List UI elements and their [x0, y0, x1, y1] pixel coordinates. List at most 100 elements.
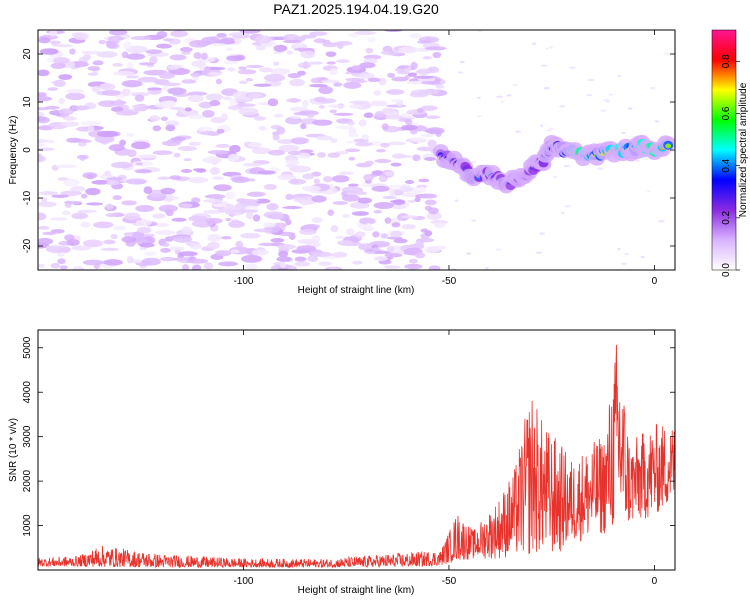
- heatmap-cell: [87, 125, 95, 132]
- heatmap-cell: [372, 231, 380, 238]
- heatmap-cell: [382, 195, 397, 200]
- heatmap-cell: [418, 193, 438, 199]
- heatmap-cell: [70, 185, 86, 192]
- heatmap-cell: [338, 171, 354, 176]
- heatmap-cell: [553, 175, 558, 179]
- heatmap-cell: [279, 262, 287, 269]
- heatmap-cell: [374, 250, 392, 254]
- heatmap-cell: [38, 201, 57, 208]
- heatmap-cell: [540, 64, 547, 67]
- heatmap-cell: [549, 127, 554, 130]
- heatmap-cell: [137, 76, 159, 83]
- heatmap-cell: [568, 66, 576, 69]
- heatmap-cell: [424, 205, 432, 211]
- heatmap-cell: [160, 187, 176, 195]
- heatmap-cell: [427, 139, 437, 148]
- heatmap-cell: [282, 34, 301, 42]
- heatmap-cell: [225, 217, 232, 222]
- heatmap-cell: [160, 116, 168, 122]
- heatmap-cell: [285, 218, 292, 226]
- heatmap-cell: [273, 44, 288, 52]
- x-tick-label: -50: [442, 576, 457, 587]
- heatmap-cell: [66, 88, 84, 94]
- heatmap-cell: [202, 109, 215, 118]
- heatmap-cell: [156, 31, 168, 39]
- heatmap-cell: [110, 106, 124, 112]
- heatmap-cell: [268, 149, 285, 156]
- heatmap-cell: [364, 160, 375, 165]
- heatmap-cell: [624, 252, 630, 256]
- heatmap-cell: [294, 261, 311, 267]
- heatmap-cell: [327, 152, 341, 158]
- heatmap-cell: [348, 133, 360, 138]
- heatmap-cell: [665, 143, 672, 149]
- heatmap-cell: [563, 164, 571, 168]
- heatmap-cell: [232, 91, 253, 99]
- heatmap-cell: [99, 83, 112, 89]
- heatmap-cell: [435, 84, 445, 89]
- heatmap-cell: [62, 116, 78, 121]
- heatmap-cell: [290, 115, 301, 119]
- heatmap-cell: [106, 177, 124, 181]
- heatmap-cell: [253, 228, 273, 233]
- figure-title: PAZ1.2025.194.04.19.G20: [273, 1, 439, 17]
- heatmap-cell: [41, 197, 48, 203]
- heatmap-cell: [302, 185, 322, 192]
- heatmap-cell: [263, 184, 277, 191]
- heatmap-cell: [63, 178, 80, 187]
- heatmap-cell: [162, 85, 170, 92]
- heatmap-cell: [162, 100, 177, 107]
- heatmap-cell: [87, 72, 98, 76]
- heatmap-cell: [97, 130, 118, 138]
- heatmap-cell: [342, 213, 350, 218]
- heatmap-cell: [375, 148, 386, 153]
- heatmap-cell: [80, 221, 91, 228]
- heatmap-cell: [388, 188, 395, 197]
- x-tick-label: 0: [652, 276, 658, 287]
- heatmap-cell: [363, 112, 374, 119]
- heatmap-cell: [187, 91, 208, 96]
- heatmap-cell: [181, 79, 197, 84]
- heatmap-cell: [38, 111, 45, 117]
- y-tick-label: 0: [22, 147, 33, 153]
- colorbar-tick-label: 0.2: [721, 210, 732, 224]
- heatmap-cell: [391, 98, 402, 103]
- heatmap-cell: [373, 256, 389, 262]
- heatmap-cell: [318, 105, 325, 109]
- heatmap-cell: [169, 54, 187, 61]
- heatmap-cell: [278, 144, 299, 153]
- heatmap-cell: [381, 123, 389, 131]
- heatmap-cell: [407, 199, 417, 203]
- heatmap-cell: [412, 154, 421, 162]
- heatmap-cell: [114, 99, 125, 108]
- heatmap-cell: [415, 252, 426, 259]
- y-tick-label: 4000: [22, 381, 33, 404]
- heatmap-cell: [392, 154, 413, 158]
- heatmap-cell: [253, 83, 272, 87]
- heatmap-cell: [425, 127, 445, 135]
- heatmap-cell: [221, 236, 232, 240]
- heatmap-cell: [373, 209, 383, 214]
- heatmap-cell: [418, 89, 440, 95]
- heatmap-cell: [354, 141, 373, 147]
- heatmap-cell: [187, 114, 206, 119]
- heatmap-cell: [500, 100, 504, 104]
- heatmap-cell: [386, 104, 407, 108]
- heatmap-cell: [121, 88, 131, 97]
- heatmap-cell: [215, 78, 223, 85]
- colorbar: 0.0 0.2 0.4 0.6 0.8 Normalized spectral ampl…: [711, 29, 749, 277]
- heatmap-cell: [238, 107, 259, 116]
- heatmap-cell: [408, 258, 418, 264]
- heatmap-cell: [273, 113, 284, 118]
- heatmap-cell: [380, 233, 389, 239]
- snr-background: [38, 330, 675, 570]
- heatmap-cell: [236, 209, 259, 213]
- heatmap-cell: [418, 178, 430, 183]
- heatmap-cell: [60, 121, 80, 127]
- heatmap-cell: [98, 39, 106, 45]
- heatmap-cell: [302, 173, 315, 180]
- heatmap-cell: [154, 230, 176, 235]
- heatmap-cell: [496, 95, 504, 99]
- heatmap-cell: [347, 120, 355, 126]
- heatmap-cell: [303, 223, 320, 230]
